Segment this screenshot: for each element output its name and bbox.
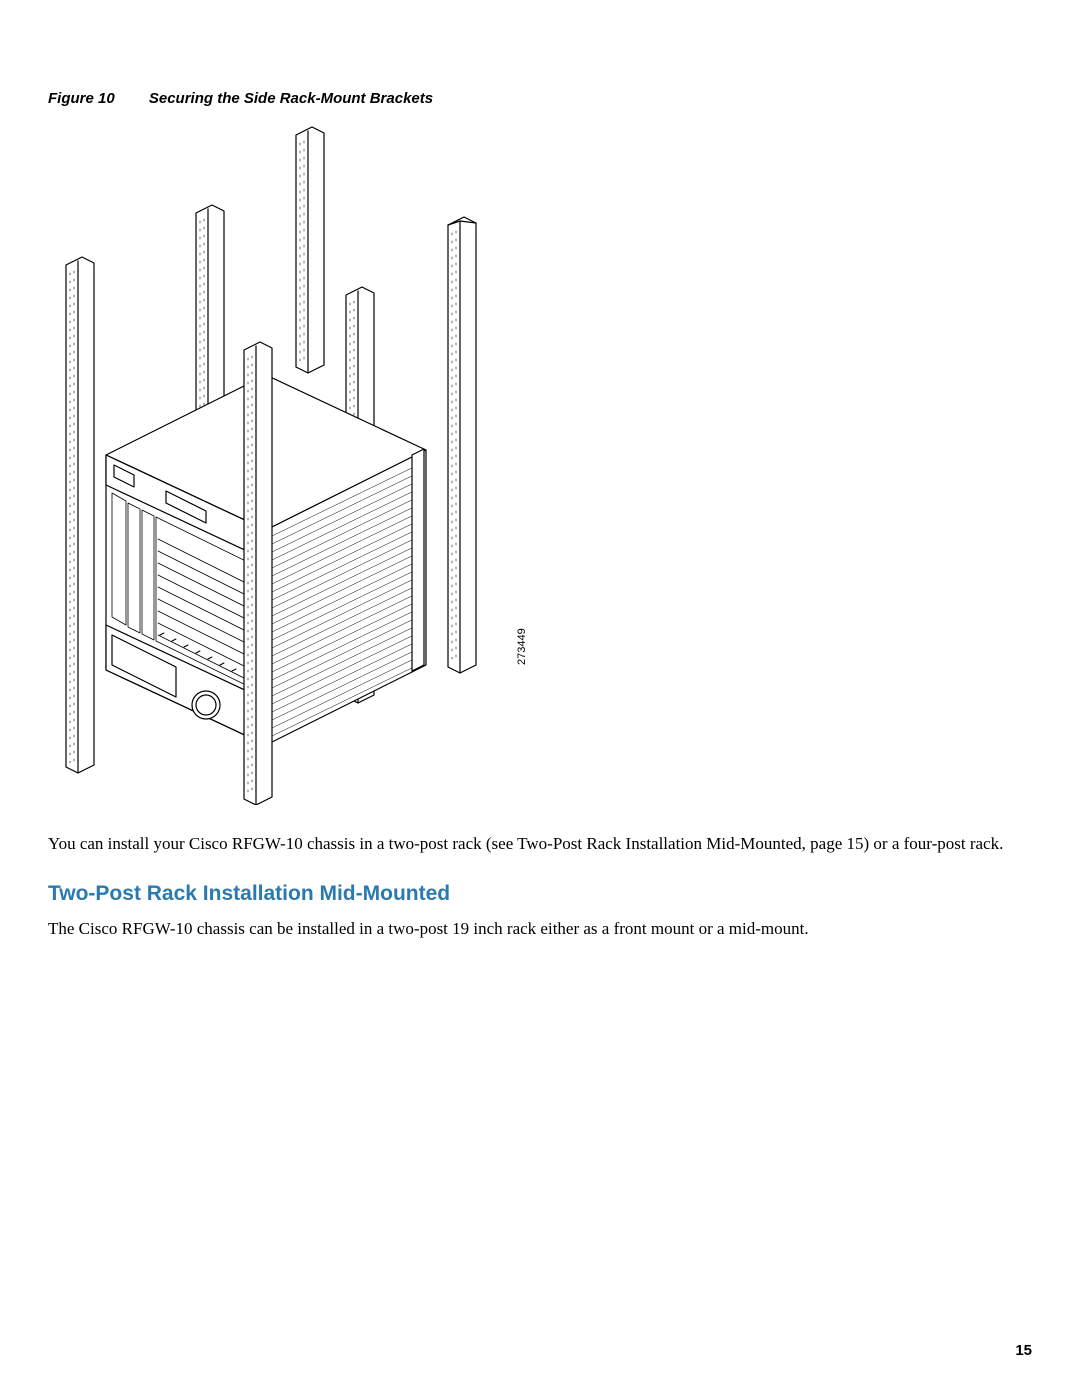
section-heading: Two-Post Rack Installation Mid-Mounted [48, 882, 1032, 906]
figure-caption-text: Securing the Side Rack-Mount Brackets [149, 90, 433, 107]
paragraph-intro: You can install your Cisco RFGW-10 chass… [48, 833, 1032, 856]
paragraph-section: The Cisco RFGW-10 chassis can be install… [48, 918, 1032, 941]
figure-label: Figure 10 [48, 90, 115, 107]
figure-diagram: 273449 [56, 125, 486, 805]
figure-id-number: 273449 [516, 628, 528, 665]
figure-caption: Figure 10 Securing the Side Rack-Mount B… [48, 90, 1032, 107]
page-number: 15 [1015, 1342, 1032, 1359]
